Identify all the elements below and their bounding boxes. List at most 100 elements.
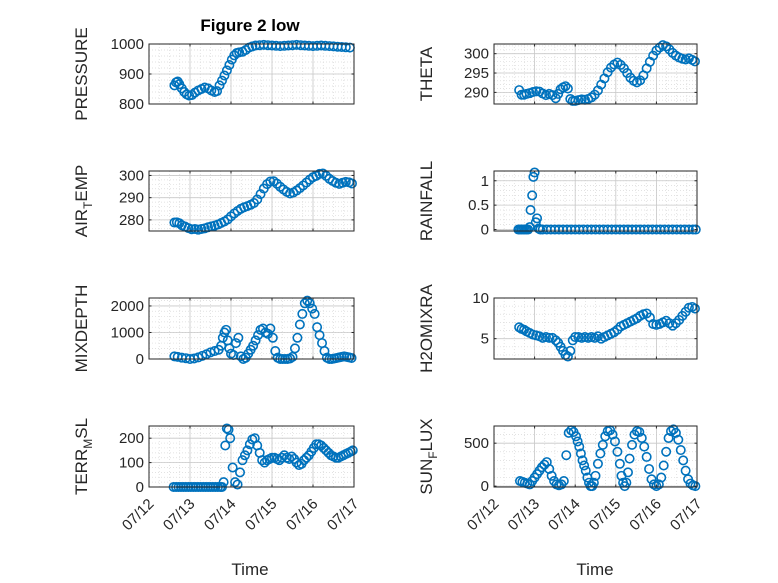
y-tick-label: 10 — [472, 290, 489, 307]
y-axis-label-subscript: F — [426, 451, 440, 458]
axes-frame — [148, 297, 355, 360]
data-point — [319, 346, 330, 357]
data-point — [252, 194, 263, 205]
data-point — [225, 433, 236, 444]
data-point — [257, 455, 268, 466]
data-point — [579, 460, 590, 471]
y-tick-label: 100 — [119, 455, 144, 472]
data-point — [644, 463, 655, 474]
data-point — [690, 481, 701, 492]
x-axis-label-right: Time — [576, 560, 613, 579]
data-point — [229, 50, 240, 61]
subplot-2: 290 295 300 THETA — [417, 40, 700, 106]
data-point — [285, 353, 296, 364]
data-point — [307, 303, 318, 314]
y-tick-label: 0 — [481, 222, 489, 239]
data-point — [689, 303, 700, 314]
y-axis-label: RAINFALL — [417, 161, 436, 241]
data-point — [641, 451, 652, 462]
data-point — [230, 477, 241, 488]
axes-frame — [493, 425, 698, 488]
data-point — [527, 190, 538, 201]
data-point — [347, 445, 358, 456]
y-axis-label: SUNFLUX — [417, 418, 440, 494]
y-axis-label: THETA — [417, 46, 436, 101]
data-point — [547, 90, 558, 101]
data-point — [267, 332, 278, 343]
data-point — [558, 475, 569, 486]
data-point — [235, 467, 246, 478]
subplot-6: 5 10 H2OMIXRA — [417, 283, 700, 373]
y-axis-label-subscript: T — [81, 201, 95, 209]
data-point — [571, 431, 582, 442]
data-point — [580, 465, 591, 476]
data-point — [609, 436, 620, 447]
data-point — [612, 324, 623, 335]
x-axis-label-left: Time — [231, 560, 268, 579]
data-point — [271, 178, 282, 189]
axes-frame — [148, 425, 355, 488]
y-axis-label: TERRMSL — [72, 418, 95, 495]
data-point — [544, 332, 555, 343]
data-point — [648, 50, 659, 61]
data-point — [214, 80, 225, 91]
y-axis-label: AIRTEMP — [72, 165, 95, 238]
y-axis-label-main: SUN — [417, 459, 436, 495]
data-point — [346, 178, 357, 189]
data-point — [209, 346, 220, 357]
data-point — [572, 436, 583, 447]
y-axis-label-subscript: M — [81, 439, 95, 449]
subplot-4: 0 0.5 1 RAINFALL — [417, 161, 701, 241]
data-point — [525, 205, 536, 216]
y-axis-label: MIXDEPTH — [72, 285, 91, 373]
data-point — [574, 441, 585, 452]
data-point — [244, 439, 255, 450]
data-point — [265, 176, 276, 187]
y-tick-label: 280 — [119, 212, 144, 229]
data-point — [304, 298, 315, 309]
y-tick-label: 1 — [481, 173, 489, 190]
y-tick-label: 300 — [119, 167, 144, 184]
data-point — [270, 346, 281, 357]
data-point — [625, 72, 636, 83]
data-point — [639, 441, 650, 452]
data-point — [689, 56, 700, 67]
data-point — [675, 445, 686, 456]
data-point — [690, 224, 701, 235]
y-tick-label: 900 — [119, 66, 144, 83]
data-point — [529, 167, 540, 178]
y-tick-label: 2000 — [111, 298, 144, 315]
data-point — [218, 477, 229, 488]
data-point — [561, 450, 572, 461]
y-axis-label-main: AIR — [72, 209, 91, 237]
data-point — [219, 70, 230, 81]
subplot-3: 280 290 300 AIRTEMP — [72, 165, 357, 238]
axes-frame — [493, 297, 698, 360]
data-point — [622, 467, 633, 478]
data-point — [297, 308, 308, 319]
data-point — [224, 59, 235, 70]
y-tick-label: 5 — [481, 331, 489, 348]
data-point — [309, 308, 320, 319]
data-point — [577, 455, 588, 466]
data-point — [230, 338, 241, 349]
y-tick-label: 1000 — [111, 324, 144, 341]
data-point — [216, 75, 227, 86]
y-tick-label: 295 — [464, 65, 489, 82]
data-point — [248, 340, 259, 351]
data-point — [286, 451, 297, 462]
data-point — [340, 42, 351, 53]
y-axis-label-rest: EMP — [72, 165, 91, 202]
data-point — [265, 323, 276, 334]
y-axis-label: PRESSURE — [72, 27, 91, 121]
data-point — [239, 450, 250, 461]
data-point — [528, 171, 539, 182]
axes-frame — [493, 43, 698, 105]
data-point — [670, 318, 681, 329]
data-point — [678, 455, 689, 466]
data-point — [301, 452, 312, 463]
data-point — [634, 427, 645, 438]
subplot-1: 800 900 1000 PRESSURE — [72, 27, 355, 121]
